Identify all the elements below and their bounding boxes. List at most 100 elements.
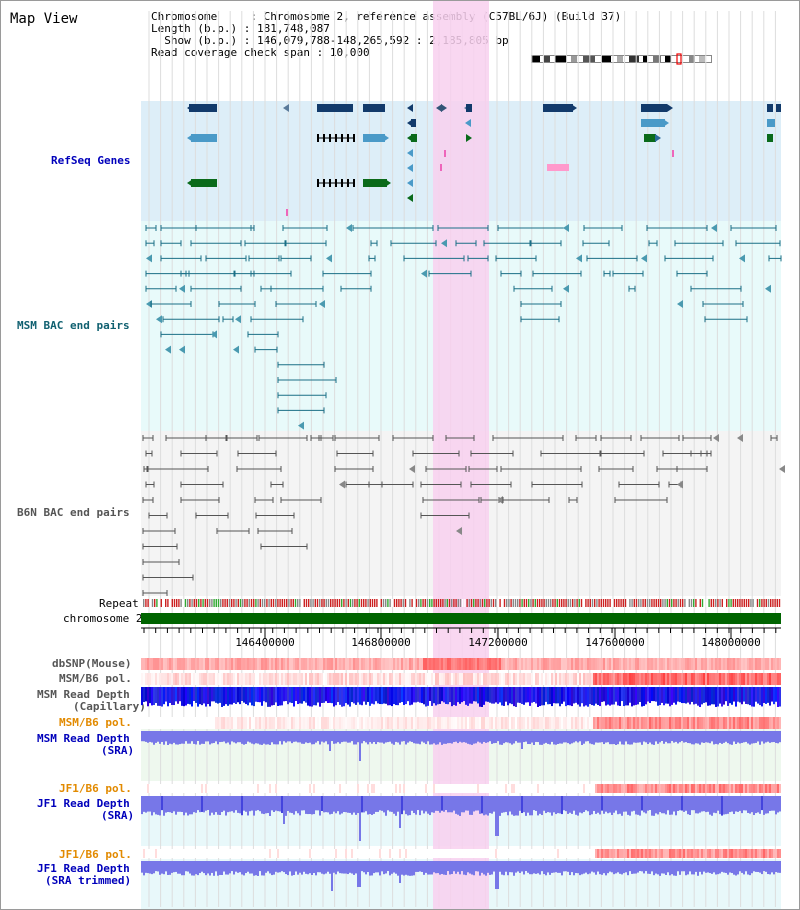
jf1-b6-pol-2-cell: [695, 849, 697, 858]
msm-sra-depth-bar: [709, 731, 711, 744]
jf1-b6-pol-2-cell: [329, 849, 331, 858]
jf1-sra-depth-bar: [547, 796, 549, 813]
repeat-element: [611, 599, 613, 607]
msm-capillary-depth-bar: [705, 687, 707, 703]
jf1-trimmed-depth-bar: [455, 861, 457, 874]
coverage-key: Read coverage check span: [151, 46, 310, 59]
jf1-trimmed-depth-bar: [257, 861, 259, 876]
msm-capillary-depth-bar: [519, 687, 521, 703]
dbsnp-density-cell: [403, 658, 405, 670]
jf1-b6-pol-cell: [391, 784, 393, 793]
jf1-sra-depth-bar: [661, 796, 663, 814]
jf1-b6-pol-cell: [379, 784, 381, 793]
jf1-b6-pol-cell: [733, 784, 735, 793]
jf1-sra-depth-bar: [219, 796, 221, 815]
jf1-trimmed-depth-bar: [509, 861, 511, 873]
dbsnp-density-cell: [301, 658, 303, 670]
msm-b6-pol-2-cell: [387, 717, 389, 729]
msm-b6-pol-cell: [579, 673, 581, 685]
jf1-b6-pol-cell: [767, 784, 769, 793]
jf1-b6-pol-2-cell: [589, 849, 591, 858]
jf1-sra-depth-bar: [297, 796, 299, 814]
repeat-element: [545, 599, 547, 607]
msm-b6-pol-cell: [189, 673, 191, 685]
jf1-sra-depth-bar: [555, 796, 557, 815]
jf1-trimmed-depth-bar: [419, 861, 421, 872]
msm-sra-depth-bar: [237, 731, 239, 743]
jf1-b6-pol-cell: [495, 784, 497, 793]
jf1-trimmed-depth-bar: [283, 861, 285, 873]
msm-b6-pol-cell: [231, 673, 233, 685]
gene-exon: [363, 179, 387, 187]
msm-capillary-depth-bar: [291, 687, 293, 704]
track-label-msm-bac[interactable]: MSM BAC end pairs: [17, 319, 130, 332]
dbsnp-density-cell: [353, 658, 355, 670]
msm-b6-pol-cell: [527, 673, 529, 685]
msm-b6-pol-cell: [713, 673, 715, 685]
msm-sra-depth-bar: [637, 731, 639, 743]
gene-exon: [767, 134, 773, 142]
repeat-element: [607, 599, 609, 607]
jf1-b6-pol-cell: [481, 784, 483, 793]
track-label-refseq[interactable]: RefSeq Genes: [51, 154, 131, 167]
dbsnp-density-cell: [381, 658, 383, 670]
msm-b6-pol-2-cell: [357, 717, 359, 729]
msm-b6-pol-cell: [173, 673, 175, 685]
msm-capillary-depth-bar: [671, 687, 673, 705]
jf1-b6-pol-cell: [573, 784, 575, 793]
repeat-element: [376, 599, 378, 607]
jf1-b6-pol-2-cell: [431, 849, 433, 858]
msm-capillary-depth-bar: [529, 687, 531, 706]
repeat-element: [728, 599, 730, 607]
jf1-b6-pol-2-cell: [609, 849, 611, 858]
msm-sra-depth-bar: [311, 731, 313, 745]
msm-capillary-depth-bar: [673, 687, 675, 703]
jf1-sra-depth-bar: [385, 796, 387, 816]
msm-b6-pol-2-cell: [547, 717, 549, 729]
msm-b6-pol-2-cell: [427, 717, 429, 729]
jf1-b6-pol-cell: [363, 784, 365, 793]
jf1-trimmed-depth-bar: [441, 861, 443, 874]
jf1-trimmed-depth-bar: [729, 861, 731, 873]
msm-b6-pol-2-cell: [543, 717, 545, 729]
msm-b6-pol-2-cell: [141, 717, 143, 729]
track-label-msm-depth-sra: MSM Read Depth: [37, 732, 130, 745]
jf1-b6-pol-2-cell: [585, 849, 587, 858]
dbsnp-density-cell: [375, 658, 377, 670]
dbsnp-density-cell: [671, 658, 673, 670]
jf1-b6-pol-cell: [401, 784, 403, 793]
repeat-element: [151, 599, 154, 607]
msm-sra-depth-bar: [275, 731, 277, 745]
jf1-b6-pol-2-cell: [415, 849, 417, 858]
msm-sra-depth-bar: [203, 731, 205, 744]
jf1-sra-depth-bar: [481, 796, 483, 814]
msm-b6-pol-cell: [615, 673, 617, 685]
dbsnp-density-cell: [525, 658, 527, 670]
msm-capillary-depth-bar: [409, 687, 411, 706]
dbsnp-density-cell: [759, 658, 761, 670]
jf1-b6-pol-2-cell: [205, 849, 207, 858]
jf1-b6-pol-cell: [775, 784, 777, 793]
jf1-b6-pol-cell: [683, 784, 685, 793]
msm-b6-pol-2-cell: [145, 717, 147, 729]
jf1-b6-pol-cell: [461, 784, 463, 793]
jf1-b6-pol-2-cell: [779, 849, 781, 858]
msm-b6-pol-cell: [485, 673, 487, 685]
repeat-element: [464, 599, 466, 607]
repeat-element: [640, 599, 642, 607]
jf1-b6-pol-cell: [177, 784, 179, 793]
dbsnp-density-cell: [513, 658, 515, 670]
jf1-sra-depth-bar: [367, 796, 369, 815]
jf1-b6-pol-2-cell: [325, 849, 327, 858]
repeat-element: [470, 599, 473, 607]
bac-end-arrow: [179, 284, 185, 293]
msm-b6-pol-2-cell: [593, 717, 595, 729]
track-label-b6n-bac[interactable]: B6N BAC end pairs: [17, 506, 130, 519]
msm-b6-pol-2-cell: [711, 717, 713, 729]
msm-sra-depth-bar: [227, 731, 229, 743]
gene-exon: [317, 179, 319, 187]
msm-capillary-depth-bar: [587, 687, 589, 707]
msm-capillary-depth-bar: [181, 687, 183, 706]
jf1-sra-depth-bar: [599, 796, 601, 815]
